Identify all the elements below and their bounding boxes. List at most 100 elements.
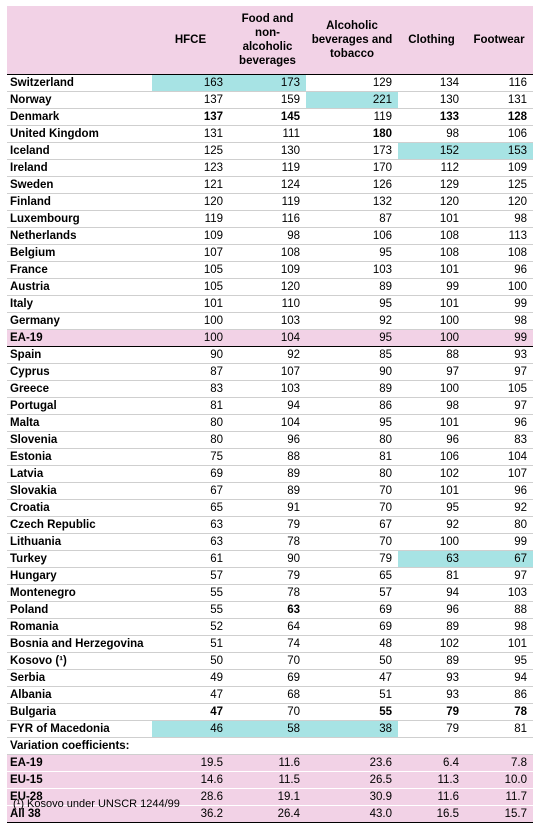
value-cell: 94 bbox=[398, 584, 465, 602]
table-row: Austria 105 120 89 99 100 bbox=[7, 278, 533, 296]
table-row: France 105 109 103 101 96 bbox=[7, 261, 533, 279]
value-cell: 119 bbox=[306, 108, 398, 126]
country-name: Austria bbox=[7, 278, 152, 296]
value-cell: 120 bbox=[465, 193, 533, 211]
value-cell: 101 bbox=[398, 414, 465, 432]
value-cell: 104 bbox=[229, 414, 306, 432]
value-cell: 47 bbox=[152, 686, 229, 704]
country-name: Italy bbox=[7, 295, 152, 313]
value-cell: 119 bbox=[152, 210, 229, 228]
variation-row: All 38 36.2 26.4 43.0 16.5 15.7 bbox=[7, 805, 533, 823]
value-cell: 79 bbox=[229, 567, 306, 585]
value-cell: 101 bbox=[152, 295, 229, 313]
value-cell: 170 bbox=[306, 159, 398, 177]
country-name: Denmark bbox=[7, 108, 152, 126]
country-name: Lithuania bbox=[7, 533, 152, 551]
value-cell: 89 bbox=[306, 278, 398, 296]
value-cell: 116 bbox=[229, 210, 306, 228]
value-cell: 79 bbox=[229, 516, 306, 534]
coefficient-cell: 11.6 bbox=[398, 788, 465, 806]
table-row: Serbia 49 69 47 93 94 bbox=[7, 669, 533, 687]
aggregate-name: All 38 bbox=[7, 805, 152, 823]
table-row: Iceland 125 130 173 152 153 bbox=[7, 142, 533, 160]
coefficient-cell: 43.0 bbox=[306, 805, 398, 823]
coefficient-cell: 26.5 bbox=[306, 771, 398, 789]
value-cell: 80 bbox=[465, 516, 533, 534]
country-name: Sweden bbox=[7, 176, 152, 194]
value-cell: 46 bbox=[152, 720, 229, 738]
coefficient-cell: 30.9 bbox=[306, 788, 398, 806]
value-cell: 90 bbox=[229, 550, 306, 568]
country-name: Belgium bbox=[7, 244, 152, 262]
value-cell: 78 bbox=[229, 584, 306, 602]
country-name: Greece bbox=[7, 380, 152, 398]
value-cell: 130 bbox=[229, 142, 306, 160]
value-cell: 99 bbox=[465, 329, 533, 347]
value-cell: 75 bbox=[152, 448, 229, 466]
value-cell: 100 bbox=[152, 329, 229, 347]
value-cell: 94 bbox=[465, 669, 533, 687]
value-cell: 129 bbox=[398, 176, 465, 194]
value-cell: 99 bbox=[465, 533, 533, 551]
value-cell: 134 bbox=[398, 74, 465, 92]
value-cell: 100 bbox=[152, 312, 229, 330]
value-cell: 109 bbox=[229, 261, 306, 279]
country-name: Norway bbox=[7, 91, 152, 109]
country-name: Bosnia and Herzegovina bbox=[7, 635, 152, 653]
value-cell: 108 bbox=[398, 227, 465, 245]
value-cell: 100 bbox=[398, 533, 465, 551]
country-name: Finland bbox=[7, 193, 152, 211]
value-cell: 87 bbox=[306, 210, 398, 228]
value-cell: 69 bbox=[306, 601, 398, 619]
value-cell: 80 bbox=[306, 431, 398, 449]
value-cell: 100 bbox=[398, 312, 465, 330]
value-cell: 61 bbox=[152, 550, 229, 568]
table-row: Romania 52 64 69 89 98 bbox=[7, 618, 533, 636]
value-cell: 81 bbox=[465, 720, 533, 738]
value-cell: 81 bbox=[306, 448, 398, 466]
table-row: United Kingdom 131 111 180 98 106 bbox=[7, 125, 533, 143]
value-cell: 65 bbox=[306, 567, 398, 585]
value-cell: 95 bbox=[398, 499, 465, 517]
table-row: Czech Republic 63 79 67 92 80 bbox=[7, 516, 533, 534]
coefficient-cell: 11.6 bbox=[229, 754, 306, 772]
value-cell: 145 bbox=[229, 108, 306, 126]
value-cell: 96 bbox=[229, 431, 306, 449]
value-cell: 103 bbox=[229, 312, 306, 330]
coefficient-cell: 11.5 bbox=[229, 771, 306, 789]
value-cell: 111 bbox=[229, 125, 306, 143]
clothing-column-header: Clothing bbox=[398, 6, 465, 75]
table-row: Luxembourg 119 116 87 101 98 bbox=[7, 210, 533, 228]
table-header-row: HFCE Food and non-alcoholic beverages Al… bbox=[7, 6, 533, 75]
value-cell: 70 bbox=[306, 499, 398, 517]
value-cell: 64 bbox=[229, 618, 306, 636]
table-row: Denmark 137 145 119 133 128 bbox=[7, 108, 533, 126]
table-row: Bosnia and Herzegovina 51 74 48 102 101 bbox=[7, 635, 533, 653]
country-name: Switzerland bbox=[7, 74, 152, 92]
value-cell: 55 bbox=[152, 584, 229, 602]
value-cell: 47 bbox=[152, 703, 229, 721]
value-cell: 95 bbox=[306, 414, 398, 432]
value-cell: 89 bbox=[229, 465, 306, 483]
value-cell: 104 bbox=[229, 329, 306, 347]
table-row: Slovenia 80 96 80 96 83 bbox=[7, 431, 533, 449]
value-cell: 78 bbox=[229, 533, 306, 551]
country-name: Serbia bbox=[7, 669, 152, 687]
value-cell: 108 bbox=[398, 244, 465, 262]
country-name: Slovakia bbox=[7, 482, 152, 500]
value-cell: 105 bbox=[465, 380, 533, 398]
value-cell: 74 bbox=[229, 635, 306, 653]
country-name: Albania bbox=[7, 686, 152, 704]
value-cell: 108 bbox=[229, 244, 306, 262]
value-cell: 50 bbox=[152, 652, 229, 670]
country-name: Netherlands bbox=[7, 227, 152, 245]
value-cell: 96 bbox=[398, 431, 465, 449]
value-cell: 221 bbox=[306, 91, 398, 109]
value-cell: 180 bbox=[306, 125, 398, 143]
value-cell: 96 bbox=[398, 601, 465, 619]
value-cell: 103 bbox=[229, 380, 306, 398]
value-cell: 50 bbox=[306, 652, 398, 670]
footnote: (¹) Kosovo under UNSCR 1244/99 bbox=[13, 798, 180, 810]
value-cell: 110 bbox=[229, 295, 306, 313]
country-name: Germany bbox=[7, 312, 152, 330]
